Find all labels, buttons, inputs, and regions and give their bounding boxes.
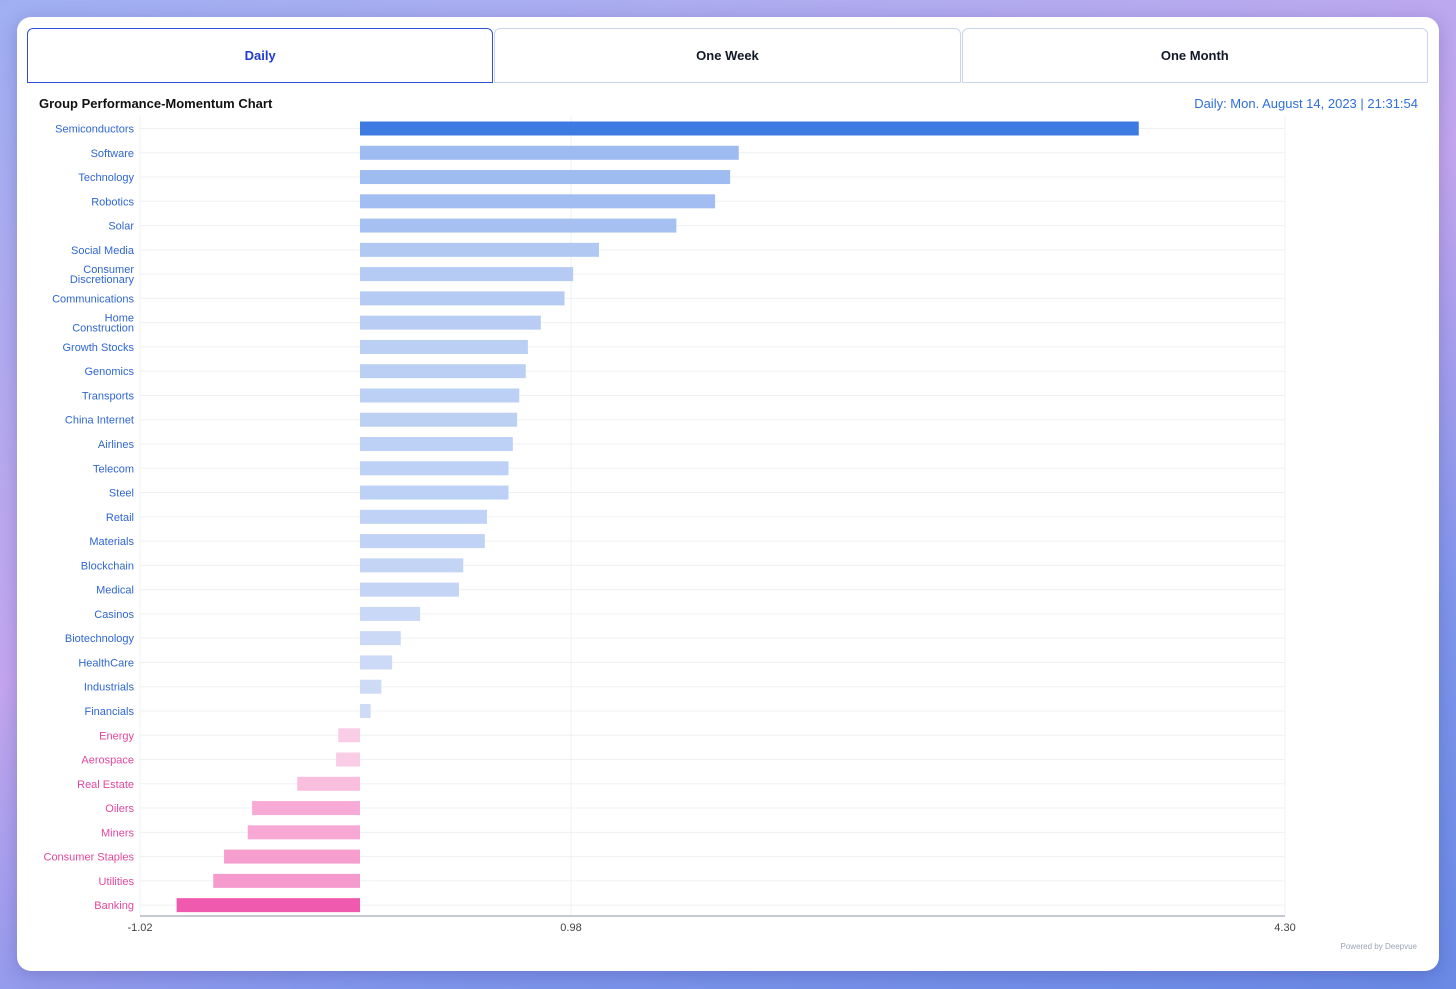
bar-energy[interactable] [338,728,360,743]
category-label: Utilities [99,876,135,888]
bar-social-media[interactable] [360,242,599,257]
category-label: HealthCare [78,657,134,669]
category-label: Casinos [94,609,134,621]
category-label: Airlines [98,439,135,451]
powered-by-label: Powered by Deepvue [1340,942,1418,951]
category-label: Transports [82,390,135,402]
bar-medical[interactable] [360,582,459,597]
bar-utilities[interactable] [213,873,360,888]
bar-consumer-discretionary[interactable] [360,267,574,282]
bar-consumer-staples[interactable] [224,849,360,864]
bar-semiconductors[interactable] [360,121,1139,136]
category-label: Financials [84,706,134,718]
bar-software[interactable] [360,145,739,160]
timestamp: Daily: Mon. August 14, 2023 | 21:31:54 [1194,96,1418,111]
category-label: Blockchain [81,560,134,572]
category-label: Robotics [91,196,134,208]
x-tick-label: -1.02 [127,922,152,934]
category-label: Genomics [84,366,134,378]
category-label: Industrials [84,682,135,694]
bar-telecom[interactable] [360,461,509,476]
bar-airlines[interactable] [360,437,513,452]
bar-robotics[interactable] [360,194,716,209]
chart-title: Group Performance-Momentum Chart [39,96,273,111]
category-label: China Internet [65,415,134,427]
tab-one-month[interactable]: One Month [961,28,1428,83]
timeframe-tabs: Daily One Week One Month [27,28,1428,83]
x-tick-label: 0.98 [560,922,581,934]
bar-materials[interactable] [360,534,485,549]
bar-home-construction[interactable] [360,315,541,330]
bar-miners[interactable] [247,825,360,840]
bar-china-internet[interactable] [360,412,518,427]
bar-financials[interactable] [360,703,371,718]
bar-banking[interactable] [176,898,360,913]
category-label: Consumer Discretionary [70,264,135,286]
bar-communications[interactable] [360,291,565,306]
category-label: Banking [94,900,134,912]
category-label: Telecom [93,463,134,475]
bar-genomics[interactable] [360,364,526,379]
tab-daily-label: Daily [244,48,276,63]
bar-retail[interactable] [360,509,487,524]
category-label: Aerospace [81,755,134,767]
category-label: Retail [106,512,134,524]
category-label: Communications [52,293,134,305]
bar-healthcare[interactable] [360,655,393,670]
category-label: Steel [109,488,134,500]
category-label: Home Construction [72,313,134,335]
bar-growth-stocks[interactable] [360,339,528,354]
tab-daily[interactable]: Daily [27,28,494,83]
bar-real-estate[interactable] [297,776,360,791]
category-label: Solar [108,221,134,233]
bar-biotechnology[interactable] [360,631,401,646]
bar-oilers[interactable] [252,801,360,816]
category-label: Software [91,148,134,160]
category-label: Oilers [105,803,134,815]
tab-one-month-label: One Month [1160,48,1229,63]
category-label: Growth Stocks [62,342,134,354]
bar-steel[interactable] [360,485,509,500]
category-label: Real Estate [77,779,134,791]
category-label: Semiconductors [55,124,134,136]
bar-transports[interactable] [360,388,520,403]
bar-casinos[interactable] [360,606,421,621]
category-label: Biotechnology [65,633,135,645]
category-label: Miners [101,827,135,839]
bar-solar[interactable] [360,218,677,233]
bar-aerospace[interactable] [336,752,360,767]
category-label: Consumer Staples [44,852,135,864]
tab-one-week[interactable]: One Week [494,28,961,83]
x-tick-label: 4.30 [1274,922,1295,934]
category-label: Technology [78,172,134,184]
bar-blockchain[interactable] [360,558,464,573]
category-label: Medical [96,585,134,597]
category-label: Materials [89,536,134,548]
category-label: Energy [99,730,134,742]
category-label: Social Media [71,245,135,257]
bar-technology[interactable] [360,170,731,185]
tab-one-week-label: One Week [696,48,759,63]
bar-industrials[interactable] [360,679,382,694]
